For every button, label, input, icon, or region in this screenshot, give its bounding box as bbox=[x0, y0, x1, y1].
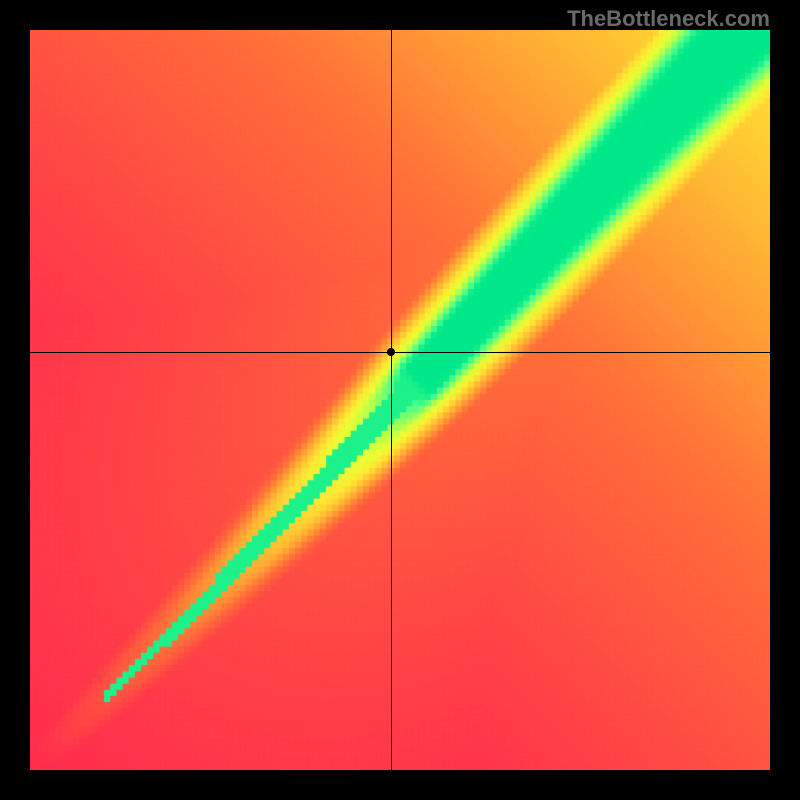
marker-point bbox=[387, 348, 395, 356]
watermark: TheBottleneck.com bbox=[567, 6, 770, 32]
plot-area bbox=[30, 30, 770, 770]
heatmap-canvas bbox=[30, 30, 770, 770]
crosshair-vertical bbox=[391, 30, 392, 770]
crosshair-horizontal bbox=[30, 352, 770, 353]
